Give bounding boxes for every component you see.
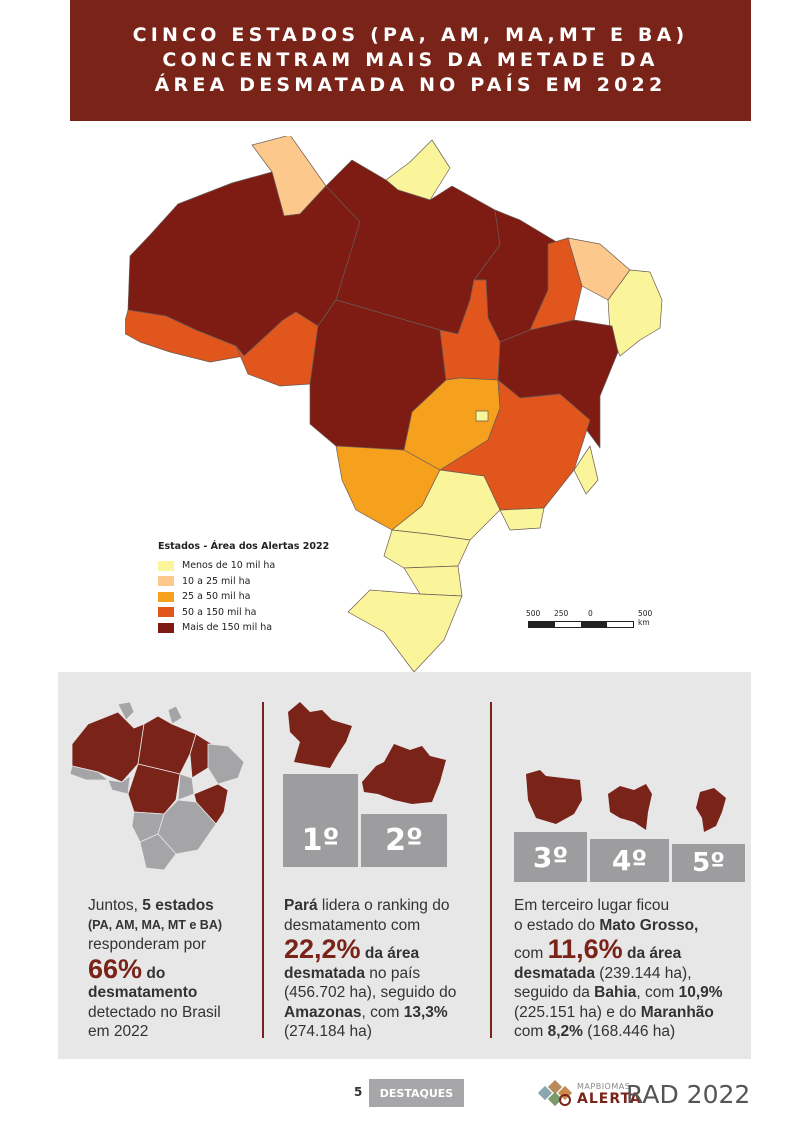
text-line: responderam por bbox=[88, 936, 207, 953]
text-bold: Mato Grosso, bbox=[599, 916, 699, 934]
scale-segments bbox=[528, 621, 634, 628]
text-line: em 2022 bbox=[88, 1023, 149, 1040]
title-line-3: ÁREA DESMATADA NO PAÍS EM 2022 bbox=[154, 74, 667, 96]
text-line: (456.702 ha), seguido do bbox=[284, 984, 457, 1001]
podium-3: 3º bbox=[514, 832, 587, 882]
brand-mapbiomas: MAPBIOMAS bbox=[577, 1082, 631, 1091]
text-bold: Bahia bbox=[594, 984, 637, 1001]
highlight-percent: 66% bbox=[88, 953, 143, 984]
column-divider bbox=[262, 702, 264, 1038]
brazil-map-svg bbox=[121, 134, 663, 673]
text-span: lidera o ranking do bbox=[317, 897, 450, 914]
text-bold: da área bbox=[360, 945, 420, 962]
highlight-percent: 22,2% bbox=[284, 934, 361, 964]
scale-label: 250 bbox=[554, 609, 569, 618]
state-ac bbox=[121, 309, 245, 363]
title-line-2: CONCENTRAM MAIS DA METADE DA bbox=[162, 49, 659, 71]
text-bold: desmatada bbox=[514, 964, 595, 982]
section-tag: DESTAQUES bbox=[369, 1079, 464, 1107]
legend-label: 10 a 25 mil ha bbox=[182, 575, 251, 587]
podium-4: 4º bbox=[590, 839, 669, 882]
scale-label: 500 bbox=[526, 609, 541, 618]
text-line: Em terceiro lugar ficou bbox=[514, 897, 670, 914]
text-line: (PA, AM, MA, MT e BA) bbox=[88, 917, 223, 932]
state-df bbox=[475, 410, 489, 422]
text-span: seguido da bbox=[514, 984, 595, 1001]
legend-swatch bbox=[158, 576, 174, 587]
title-line-1: CINCO ESTADOS (PA, AM, MA,MT E BA) bbox=[132, 24, 689, 46]
text-line: desmatamento com bbox=[284, 916, 421, 934]
state-ne-small bbox=[607, 269, 663, 357]
scale-bar: 500 250 0 500 km bbox=[526, 609, 652, 628]
legend-swatch bbox=[158, 607, 174, 618]
legend-label: Menos de 10 mil ha bbox=[182, 560, 276, 572]
text-span: , com bbox=[636, 984, 679, 1001]
podium-2: 2º bbox=[361, 814, 447, 867]
legend-swatch bbox=[158, 560, 174, 571]
text-bold: 5 estados bbox=[142, 897, 214, 914]
state-es bbox=[573, 445, 599, 495]
text-bold: do bbox=[142, 964, 166, 982]
text-bold: Pará bbox=[284, 897, 318, 914]
text-span: Juntos, bbox=[88, 897, 143, 914]
legend-item: 50 a 150 mil ha bbox=[158, 605, 329, 621]
text-span: no país bbox=[364, 964, 421, 982]
text-line: detectado no Brasil bbox=[88, 1003, 221, 1021]
legend-item: Menos de 10 mil ha bbox=[158, 558, 329, 574]
brazil-map bbox=[121, 134, 665, 676]
text-bold: 10,9% bbox=[678, 984, 723, 1001]
text-line: (274.184 ha) bbox=[284, 1023, 372, 1040]
legend-label: 50 a 150 mil ha bbox=[182, 606, 257, 618]
legend-label: 25 a 50 mil ha bbox=[182, 591, 251, 603]
legend-label: Mais de 150 mil ha bbox=[182, 622, 273, 634]
title-banner: CINCO ESTADOS (PA, AM, MA,MT E BA) CONCE… bbox=[70, 0, 751, 121]
col3-text: Em terceiro lugar ficou o estado do Mato… bbox=[514, 896, 749, 1042]
text-span: (168.446 ha) bbox=[582, 1023, 676, 1040]
text-span: com bbox=[514, 945, 548, 962]
mapbiomas-logo-icon bbox=[538, 1080, 573, 1107]
state-rj bbox=[499, 507, 545, 531]
podium-5: 5º bbox=[672, 844, 745, 882]
state-rs bbox=[347, 589, 463, 673]
amazonas-state-icon bbox=[362, 744, 446, 804]
text-bold: 8,2% bbox=[547, 1023, 583, 1040]
scale-label: 500 km bbox=[638, 609, 653, 627]
highlight-percent: 11,6% bbox=[547, 934, 623, 964]
state-sc bbox=[403, 565, 463, 597]
text-span: (239.144 ha), bbox=[594, 964, 692, 982]
text-span: com bbox=[514, 1023, 548, 1040]
mini-brazil-map-icon bbox=[69, 701, 245, 871]
col2-text: Pará lidera o ranking do desmatamento co… bbox=[284, 896, 484, 1042]
col1-text: Juntos, 5 estados (PA, AM, MA, MT e BA) … bbox=[88, 896, 258, 1042]
text-span: , com bbox=[361, 1003, 404, 1021]
scale-label: 0 bbox=[588, 609, 593, 618]
page-number: 5 bbox=[354, 1085, 363, 1099]
text-bold: desmatamento bbox=[88, 984, 198, 1001]
maranhao-state-icon bbox=[696, 788, 726, 832]
brand-alerta: ALERTA bbox=[577, 1091, 642, 1107]
text-bold: 13,3% bbox=[403, 1003, 448, 1021]
text-bold: Amazonas bbox=[284, 1003, 362, 1021]
column-divider bbox=[490, 702, 492, 1038]
legend-swatch bbox=[158, 622, 174, 633]
legend-item: 25 a 50 mil ha bbox=[158, 589, 329, 605]
legend-swatch bbox=[158, 591, 174, 602]
bahia-state-icon bbox=[608, 784, 652, 830]
mato-grosso-state-icon bbox=[526, 770, 582, 824]
legend-item: 10 a 25 mil ha bbox=[158, 574, 329, 590]
text-span: (225.151 ha) e do bbox=[514, 1003, 641, 1021]
podium-1: 1º bbox=[283, 774, 358, 867]
text-span: o estado do bbox=[514, 916, 600, 934]
text-bold: desmatada bbox=[284, 964, 365, 982]
text-bold: Maranhão bbox=[640, 1003, 714, 1021]
para-state-icon bbox=[288, 702, 352, 768]
legend-item: Mais de 150 mil ha bbox=[158, 620, 329, 636]
legend-title: Estados - Área dos Alertas 2022 bbox=[158, 541, 330, 552]
map-legend: Estados - Área dos Alertas 2022 Menos de… bbox=[158, 541, 329, 636]
report-title: RAD 2022 bbox=[626, 1080, 751, 1109]
text-bold: da área bbox=[622, 945, 682, 962]
